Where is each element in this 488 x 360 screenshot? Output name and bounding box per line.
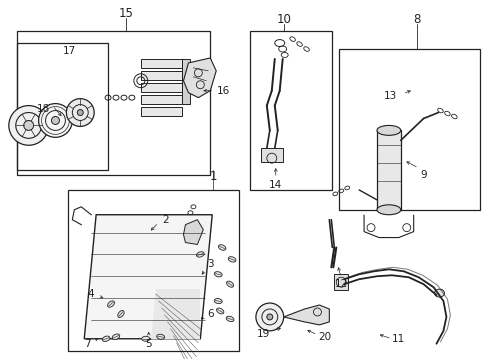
Bar <box>141 59 182 68</box>
Ellipse shape <box>226 281 233 287</box>
Text: 15: 15 <box>118 7 133 20</box>
Ellipse shape <box>118 311 124 318</box>
Ellipse shape <box>214 272 222 277</box>
Ellipse shape <box>218 245 225 250</box>
Text: 7: 7 <box>84 339 90 349</box>
Bar <box>17 31 210 175</box>
Circle shape <box>24 121 34 130</box>
Text: 5: 5 <box>145 339 152 349</box>
Text: 12: 12 <box>334 279 347 289</box>
Text: 2: 2 <box>162 215 168 225</box>
Circle shape <box>51 117 60 125</box>
Ellipse shape <box>214 298 222 303</box>
Ellipse shape <box>434 289 444 297</box>
Bar <box>141 107 182 116</box>
Ellipse shape <box>216 308 224 314</box>
Bar <box>376 130 400 210</box>
Bar <box>17 43 108 170</box>
Ellipse shape <box>107 301 114 307</box>
Polygon shape <box>84 215 212 339</box>
Circle shape <box>266 314 272 320</box>
Text: 4: 4 <box>88 289 94 299</box>
Text: 19: 19 <box>257 329 270 339</box>
Ellipse shape <box>156 334 164 339</box>
Bar <box>339 49 479 210</box>
Bar <box>141 83 182 92</box>
Text: 9: 9 <box>419 170 426 180</box>
Circle shape <box>66 99 94 126</box>
Bar <box>249 31 332 190</box>
Bar <box>182 59 190 104</box>
Ellipse shape <box>102 336 110 342</box>
Bar <box>141 95 182 104</box>
Text: 16: 16 <box>216 86 229 96</box>
Text: 14: 14 <box>268 180 282 190</box>
Polygon shape <box>183 220 203 244</box>
Text: 17: 17 <box>62 46 76 56</box>
Text: 11: 11 <box>391 334 405 344</box>
Ellipse shape <box>226 316 233 321</box>
Text: 3: 3 <box>206 259 213 269</box>
Ellipse shape <box>376 205 400 215</box>
Circle shape <box>77 109 83 116</box>
Bar <box>260 148 282 162</box>
Ellipse shape <box>112 334 120 339</box>
Text: 20: 20 <box>317 332 330 342</box>
Ellipse shape <box>196 252 204 257</box>
Bar <box>68 190 239 351</box>
Text: 8: 8 <box>412 13 420 26</box>
Circle shape <box>255 303 283 331</box>
Text: 13: 13 <box>384 91 397 101</box>
Polygon shape <box>183 58 216 98</box>
Ellipse shape <box>228 257 235 262</box>
Bar <box>141 71 182 80</box>
Circle shape <box>39 104 72 137</box>
Ellipse shape <box>376 125 400 135</box>
Text: 1: 1 <box>209 170 217 183</box>
Polygon shape <box>283 305 328 325</box>
Circle shape <box>9 105 48 145</box>
Text: 6: 6 <box>206 309 213 319</box>
Polygon shape <box>150 289 200 339</box>
Text: 18: 18 <box>37 104 50 113</box>
Text: 10: 10 <box>276 13 290 26</box>
Ellipse shape <box>142 336 149 341</box>
Bar <box>334 274 347 290</box>
